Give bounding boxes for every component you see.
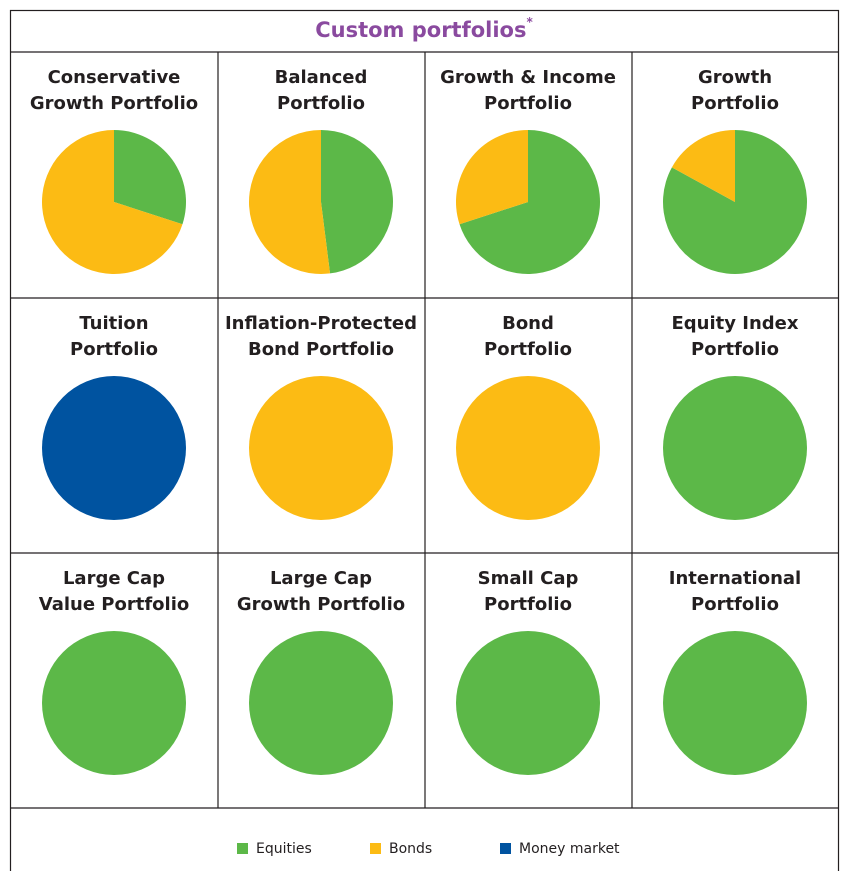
- pie-title: International: [669, 568, 801, 589]
- pie-slice: [42, 130, 183, 274]
- pie-title: Portfolio: [70, 339, 158, 360]
- pie-title: Large Cap: [63, 568, 165, 589]
- page-title: Custom portfolios*: [315, 15, 533, 43]
- legend-label: Bonds: [389, 841, 432, 857]
- pie-title: Value Portfolio: [39, 594, 190, 615]
- pie-slice: [663, 631, 807, 775]
- pie-slice: [248, 130, 331, 274]
- title-text: Custom portfolios: [315, 18, 526, 42]
- pie-title: Portfolio: [691, 594, 779, 615]
- pie-slice: [663, 130, 808, 274]
- pie-slice: [42, 376, 186, 520]
- pie-title: Inflation-Protected: [225, 313, 417, 334]
- pie-title: Portfolio: [277, 93, 365, 114]
- pie-title: Equity Index: [672, 313, 799, 334]
- pie-title: Portfolio: [484, 594, 572, 615]
- pie-slice: [671, 130, 735, 202]
- pie-slice: [456, 130, 528, 225]
- legend-swatch: [237, 843, 248, 854]
- pie-slice: [249, 631, 393, 775]
- pie-title: Growth Portfolio: [30, 93, 198, 114]
- pie-slice: [249, 376, 393, 520]
- legend-label: Equities: [256, 841, 312, 857]
- frame: [9, 9, 840, 871]
- title-note: *: [526, 15, 533, 29]
- legend-label: Money market: [519, 841, 620, 857]
- pie-title: Portfolio: [691, 93, 779, 114]
- pie-title: Bond Portfolio: [248, 339, 394, 360]
- pie-slice: [663, 376, 807, 520]
- pie-title: Portfolio: [484, 339, 572, 360]
- pie-slice: [114, 130, 187, 225]
- pie-slice: [456, 631, 600, 775]
- pie-slice: [42, 631, 186, 775]
- pie-title: Small Cap: [478, 568, 579, 589]
- pie-title: Bond: [502, 313, 554, 334]
- pie-slice: [456, 376, 600, 520]
- pie-title: Portfolio: [484, 93, 572, 114]
- legend-swatch: [500, 843, 511, 854]
- pie-title: Large Cap: [270, 568, 372, 589]
- pie-title: Tuition: [79, 313, 148, 334]
- pie-title: Growth Portfolio: [237, 594, 405, 615]
- pie-slice: [459, 130, 600, 274]
- pie-slice: [321, 130, 393, 274]
- pie-title: Growth: [698, 67, 772, 88]
- pie-title: Growth & Income: [440, 67, 616, 88]
- pie-title: Balanced: [275, 67, 368, 88]
- pie-title: Portfolio: [691, 339, 779, 360]
- pie-title: Conservative: [48, 67, 181, 88]
- legend-swatch: [370, 843, 381, 854]
